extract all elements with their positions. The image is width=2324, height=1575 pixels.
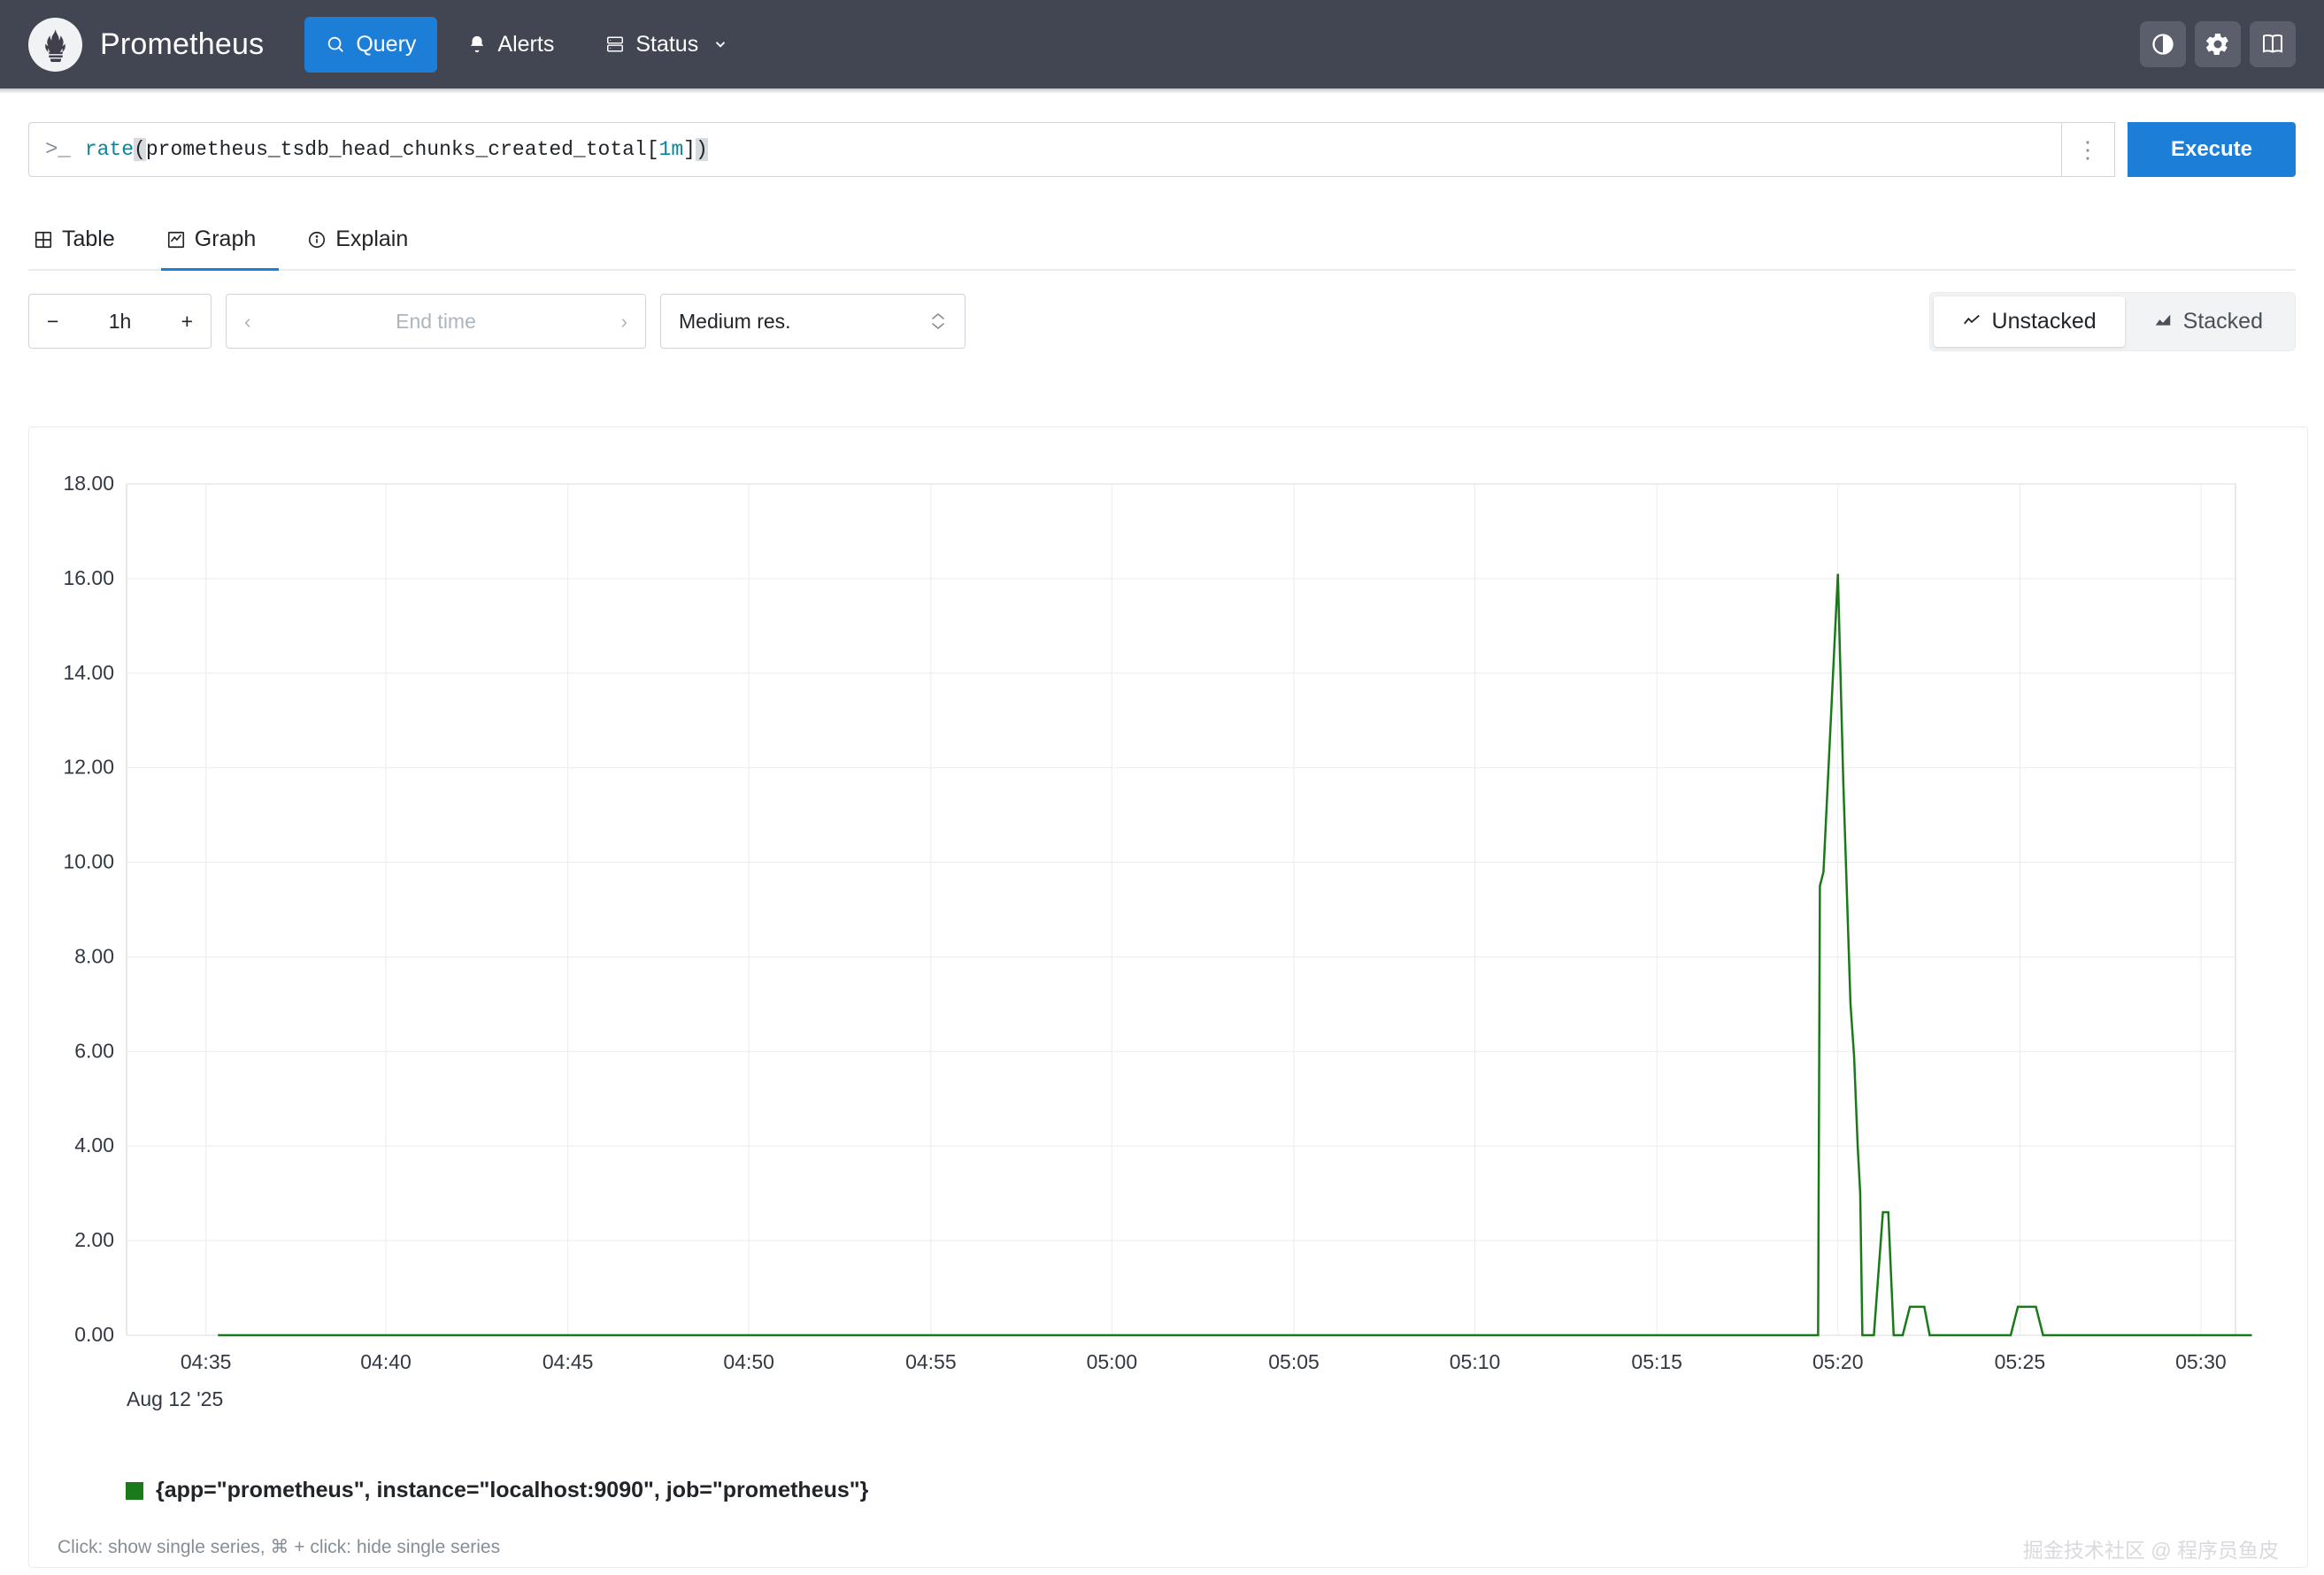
svg-text:05:10: 05:10 bbox=[1450, 1350, 1501, 1373]
svg-text:4.00: 4.00 bbox=[74, 1133, 114, 1156]
svg-text:04:55: 04:55 bbox=[905, 1350, 957, 1373]
svg-text:10.00: 10.00 bbox=[63, 850, 114, 873]
svg-text:04:45: 04:45 bbox=[543, 1350, 594, 1373]
svg-text:05:00: 05:00 bbox=[1087, 1350, 1138, 1373]
svg-text:05:20: 05:20 bbox=[1812, 1350, 1864, 1373]
svg-text:6.00: 6.00 bbox=[74, 1039, 114, 1062]
svg-text:12.00: 12.00 bbox=[63, 756, 114, 779]
svg-text:14.00: 14.00 bbox=[63, 661, 114, 684]
svg-text:05:30: 05:30 bbox=[2175, 1350, 2227, 1373]
svg-text:18.00: 18.00 bbox=[63, 472, 114, 495]
svg-text:Aug 12 '25: Aug 12 '25 bbox=[127, 1387, 223, 1410]
svg-text:2.00: 2.00 bbox=[74, 1228, 114, 1251]
svg-text:16.00: 16.00 bbox=[63, 566, 114, 589]
svg-text:05:05: 05:05 bbox=[1268, 1350, 1320, 1373]
svg-text:05:25: 05:25 bbox=[1995, 1350, 2046, 1373]
svg-text:8.00: 8.00 bbox=[74, 944, 114, 967]
svg-text:04:40: 04:40 bbox=[360, 1350, 412, 1373]
svg-text:0.00: 0.00 bbox=[74, 1323, 114, 1346]
svg-text:05:15: 05:15 bbox=[1631, 1350, 1682, 1373]
svg-text:04:35: 04:35 bbox=[181, 1350, 232, 1373]
svg-text:04:50: 04:50 bbox=[723, 1350, 774, 1373]
